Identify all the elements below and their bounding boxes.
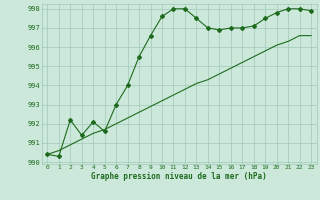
- X-axis label: Graphe pression niveau de la mer (hPa): Graphe pression niveau de la mer (hPa): [91, 172, 267, 181]
